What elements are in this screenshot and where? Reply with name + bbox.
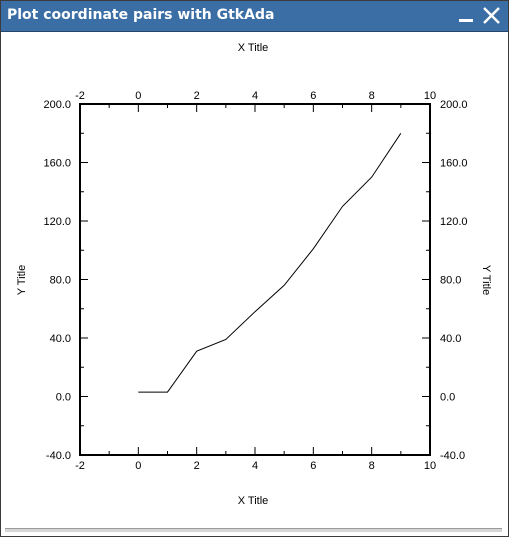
- y-tick-label-right: -40.0: [440, 450, 465, 462]
- x-tick-label-top: 2: [194, 90, 200, 102]
- y-tick-label-left: 200.0: [43, 99, 71, 111]
- y-axis-title-left: Y Title: [16, 265, 28, 295]
- y-tick-label-right: 0.0: [440, 392, 455, 404]
- axis-ticks: [79, 103, 431, 456]
- line-chart: X Title X Title Y Title Y Title -2 -2 0 0 2 2…: [16, 42, 492, 507]
- x-tick-label-top: 4: [252, 90, 258, 102]
- x-tick-label-bottom: 4: [252, 460, 258, 472]
- y-tick-label-left: 40.0: [50, 333, 71, 345]
- y-tick-label-left: 160.0: [43, 158, 71, 170]
- minimize-icon: [459, 19, 473, 22]
- close-icon: [483, 7, 500, 24]
- tick-labels: -2 -2 0 0 2 2 4 4 6 6 8 8 10 10 -40.0 -40.0 0.0 0.0 40.0 40…: [43, 90, 467, 472]
- series-line: [138, 133, 402, 393]
- y-tick-label-right: 80.0: [440, 275, 461, 287]
- window-title: Plot coordinate pairs with GtkAda: [7, 7, 275, 23]
- x-axis-title-bottom: X Title: [238, 495, 269, 507]
- y-tick-label-left: 0.0: [56, 392, 71, 404]
- title-bar[interactable]: Plot coordinate pairs with GtkAda: [1, 1, 508, 32]
- x-axis-title-top: X Title: [238, 42, 269, 54]
- y-tick-label-right: 200.0: [440, 99, 468, 111]
- x-tick-label-bottom: 10: [424, 460, 436, 472]
- x-tick-label-bottom: -2: [75, 460, 85, 472]
- window-bottom-edge: [5, 528, 502, 532]
- y-tick-label-right: 160.0: [440, 158, 468, 170]
- y-tick-label-right: 120.0: [440, 216, 468, 228]
- minimize-button[interactable]: [456, 6, 478, 26]
- x-tick-label-top: 0: [135, 90, 141, 102]
- x-tick-label-top: 10: [424, 90, 436, 102]
- y-tick-label-left: -40.0: [46, 450, 71, 462]
- x-tick-label-top: 6: [310, 90, 316, 102]
- x-tick-label-top: -2: [75, 90, 85, 102]
- y-tick-label-left: 80.0: [50, 275, 71, 287]
- x-tick-label-bottom: 0: [135, 460, 141, 472]
- y-tick-label-left: 120.0: [43, 216, 71, 228]
- x-tick-label-bottom: 8: [369, 460, 375, 472]
- plot-frame: [79, 103, 431, 456]
- y-tick-label-right: 40.0: [440, 333, 461, 345]
- y-axis-title-right: Y Title: [480, 265, 492, 295]
- x-tick-label-top: 8: [369, 90, 375, 102]
- x-tick-label-bottom: 2: [194, 460, 200, 472]
- x-tick-label-bottom: 6: [310, 460, 316, 472]
- close-button[interactable]: [481, 6, 503, 26]
- plot-area: X Title X Title Y Title Y Title -2 -2 0 0 2 2…: [5, 32, 502, 528]
